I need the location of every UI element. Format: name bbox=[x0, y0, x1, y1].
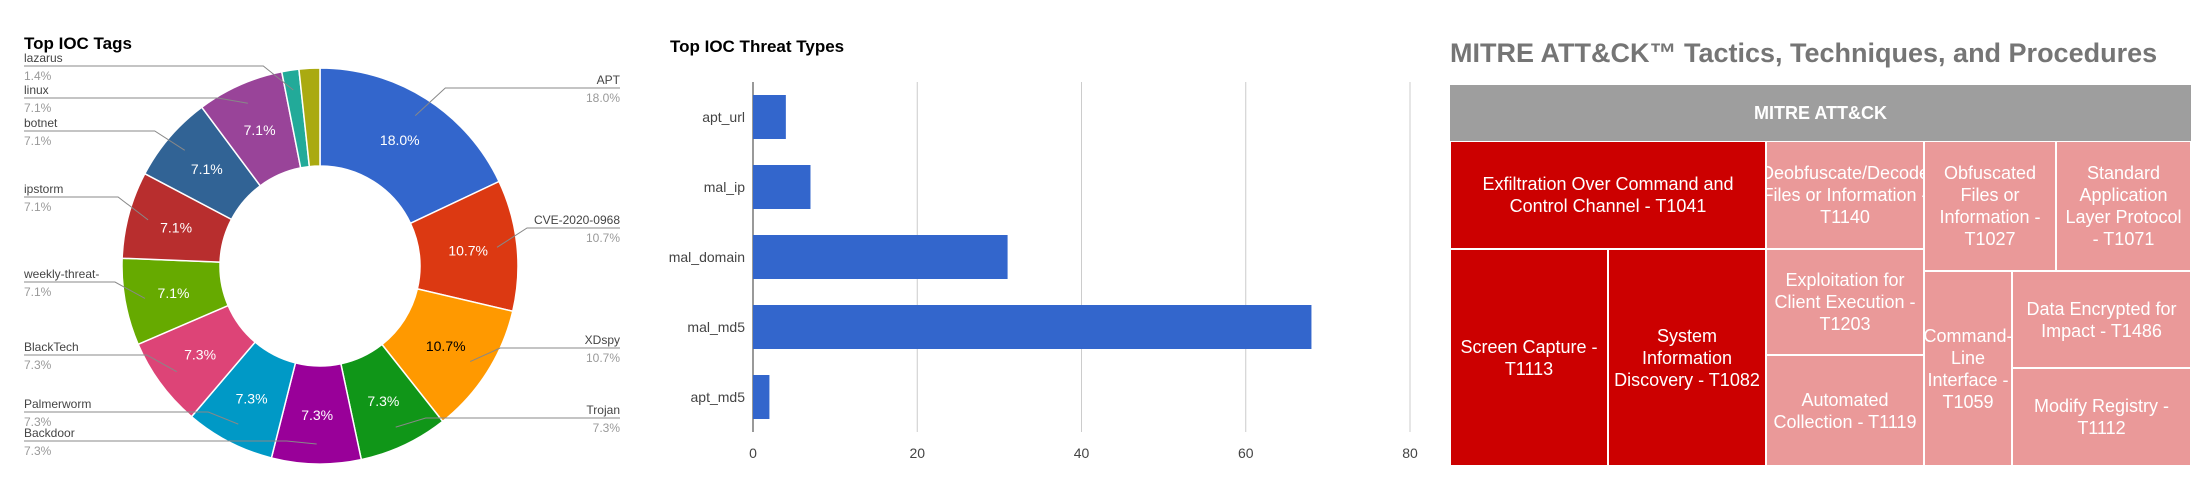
slice-name-label: botnet bbox=[24, 116, 58, 130]
slice-name-label: XDspy bbox=[585, 333, 620, 347]
leader-line bbox=[469, 347, 620, 362]
slice-name-label: Palmerworm bbox=[24, 397, 91, 411]
slice-name-label: BlackTech bbox=[24, 340, 79, 354]
treemap-cell[interactable]: Data Encrypted for Impact - T1486 bbox=[2012, 271, 2191, 368]
leader-line bbox=[414, 87, 620, 117]
chart-title: MITRE ATT&CK™ Tactics, Techniques, and P… bbox=[1450, 38, 2158, 68]
treemap-cell[interactable]: Exploitation for Client Execution - T120… bbox=[1766, 249, 1924, 355]
slice-percent-label: 18.0% bbox=[586, 91, 620, 105]
treemap-cell[interactable]: Deobfuscate/Decode Files or Information … bbox=[1766, 141, 1924, 249]
slice-percent-label: 7.1% bbox=[24, 200, 52, 214]
slice-value-label: 7.3% bbox=[184, 346, 216, 362]
chart-title: Top IOC Tags bbox=[24, 34, 132, 53]
treemap-cell[interactable]: Modify Registry - T1112 bbox=[2012, 368, 2191, 466]
x-tick-label: 20 bbox=[909, 445, 925, 461]
y-category-label: mal_domain bbox=[669, 249, 745, 265]
slice-value-label: 7.3% bbox=[301, 407, 333, 423]
slice-percent-label: 7.3% bbox=[24, 444, 52, 458]
treemap-root-header[interactable]: MITRE ATT&CK bbox=[1450, 85, 2191, 141]
slice-value-label: 7.1% bbox=[158, 285, 190, 301]
leader-line bbox=[24, 354, 177, 373]
slice-value-label: 18.0% bbox=[380, 132, 420, 148]
slice-name-label: weekly-threat- bbox=[23, 267, 99, 281]
slice-percent-label: 10.7% bbox=[586, 351, 620, 365]
treemap-cell[interactable]: Standard Application Layer Protocol - T1… bbox=[2056, 141, 2191, 271]
bar[interactable] bbox=[753, 165, 811, 209]
x-tick-label: 40 bbox=[1074, 445, 1090, 461]
donut-svg: 18.0% APT 18.0% 10.7% CVE-2020-0968 10.7% 10.7… bbox=[23, 51, 621, 465]
slice-percent-label: 7.1% bbox=[24, 285, 52, 299]
slice-value-label: 7.1% bbox=[244, 122, 276, 138]
leader-line bbox=[24, 196, 149, 221]
slice-percent-label: 1.4% bbox=[24, 69, 52, 83]
treemap-cell[interactable]: Automated Collection - T1119 bbox=[1766, 355, 1924, 466]
bar[interactable] bbox=[753, 305, 1312, 349]
leader-line bbox=[24, 281, 146, 299]
slice-percent-label: 7.1% bbox=[24, 134, 52, 148]
bar[interactable] bbox=[753, 235, 1008, 279]
slice-name-label: CVE-2020-0968 bbox=[534, 213, 620, 227]
leader-line bbox=[496, 227, 620, 248]
slice-value-label: 7.3% bbox=[367, 393, 399, 409]
leader-line bbox=[24, 65, 294, 91]
treemap-cell[interactable]: Screen Capture - T1113 bbox=[1450, 249, 1608, 466]
treemap-cell[interactable]: Command-Line Interface - T1059 bbox=[1924, 271, 2012, 466]
slice-name-label: ipstorm bbox=[24, 182, 63, 196]
ioc-tags-chart: Top IOC Tags 18.0% APT 18.0% 10.7% CVE-2020-… bbox=[0, 0, 640, 486]
treemap-cell[interactable]: Exfiltration Over Command and Control Ch… bbox=[1450, 141, 1766, 249]
x-tick-label: 0 bbox=[749, 445, 757, 461]
slice-name-label: Trojan bbox=[586, 403, 620, 417]
slice-value-label: 10.7% bbox=[448, 242, 488, 258]
mitre-treemap: MITRE ATT&CK™ Tactics, Techniques, and P… bbox=[1450, 0, 2211, 486]
pie-slice[interactable] bbox=[298, 67, 321, 168]
slice-percent-label: 7.3% bbox=[593, 421, 621, 435]
slice-percent-label: 10.7% bbox=[586, 231, 620, 245]
y-category-label: mal_ip bbox=[704, 179, 745, 195]
slice-name-label: Backdoor bbox=[24, 426, 75, 440]
slice-value-label: 7.3% bbox=[236, 390, 268, 406]
x-tick-label: 60 bbox=[1238, 445, 1254, 461]
x-tick-label: 80 bbox=[1402, 445, 1418, 461]
y-category-label: apt_url bbox=[702, 109, 745, 125]
slice-name-label: linux bbox=[24, 83, 49, 97]
chart-title: Top IOC Threat Types bbox=[670, 37, 845, 56]
slice-percent-label: 7.1% bbox=[24, 101, 52, 115]
treemap-cell[interactable]: System Information Discovery - T1082 bbox=[1608, 249, 1766, 466]
bar-svg: 0 20 40 60 80 apt_url mal_ip mal_domain mal_md5a… bbox=[669, 82, 1418, 461]
leader-line bbox=[24, 411, 239, 425]
pie-slice[interactable] bbox=[319, 67, 501, 225]
treemap-cell[interactable]: Obfuscated Files or Information - T1027 bbox=[1924, 141, 2056, 271]
slice-value-label: 7.1% bbox=[191, 161, 223, 177]
slice-value-label: 7.1% bbox=[160, 219, 192, 235]
bar[interactable] bbox=[753, 95, 786, 139]
slice-name-label: lazarus bbox=[24, 51, 63, 65]
y-category-label: apt_md5 bbox=[691, 389, 746, 405]
leader-line bbox=[24, 130, 186, 151]
slice-name-label: APT bbox=[597, 73, 621, 87]
slice-value-label: 10.7% bbox=[426, 338, 466, 354]
slice-percent-label: 7.3% bbox=[24, 358, 52, 372]
slice-percent-label: 7.3% bbox=[24, 415, 52, 429]
leader-line bbox=[24, 440, 317, 445]
leader-line bbox=[395, 417, 620, 428]
bar[interactable] bbox=[753, 375, 770, 419]
leader-line bbox=[24, 97, 248, 104]
y-category-label: mal_md5 bbox=[687, 319, 745, 335]
